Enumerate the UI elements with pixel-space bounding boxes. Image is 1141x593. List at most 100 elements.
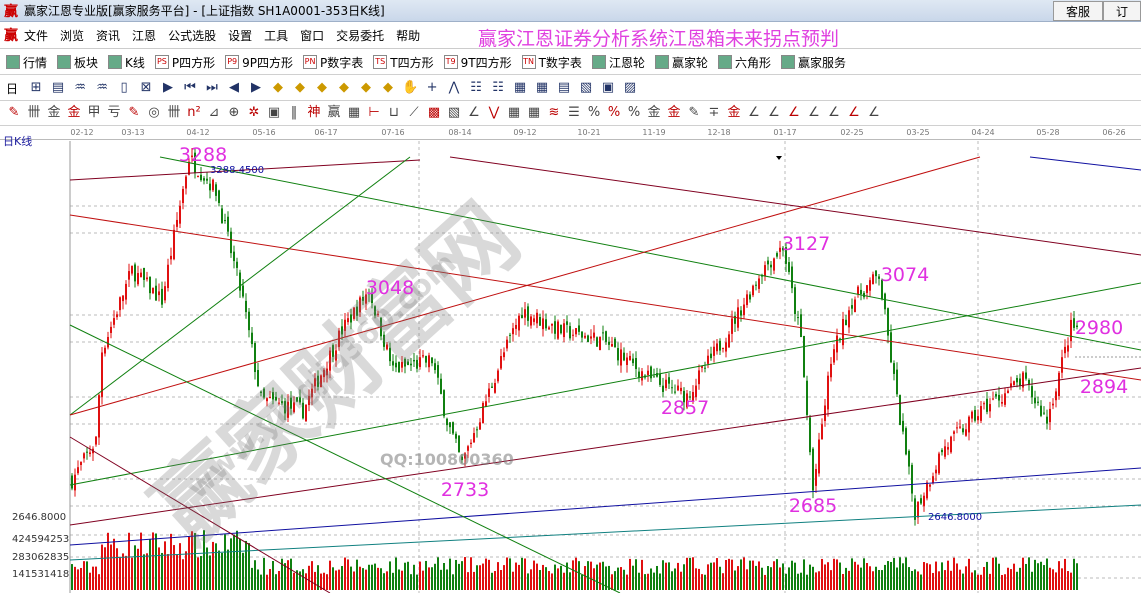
tool-icon[interactable]: 金 bbox=[727, 105, 741, 120]
trend-line[interactable] bbox=[69, 436, 331, 593]
tool-icon[interactable]: ⟋ bbox=[409, 105, 419, 120]
tool-icon[interactable]: ☷ bbox=[492, 80, 504, 95]
menu-item[interactable]: 设置 bbox=[228, 28, 253, 43]
toolbar-button[interactable]: T9 9T四方形 bbox=[443, 54, 512, 71]
tool-icon[interactable]: % bbox=[607, 105, 621, 120]
trend-line[interactable] bbox=[159, 156, 1141, 351]
tool-icon[interactable]: + bbox=[426, 80, 438, 95]
tool-icon[interactable]: ▦ bbox=[513, 80, 527, 95]
menu-item[interactable]: 资讯 bbox=[96, 28, 121, 43]
tool-icon[interactable]: ∓ bbox=[708, 105, 720, 120]
trend-line[interactable] bbox=[69, 159, 421, 181]
tool-icon[interactable]: n² bbox=[187, 105, 201, 120]
tool-icon[interactable]: ∠ bbox=[468, 105, 480, 120]
tool-icon[interactable]: ◆ bbox=[361, 80, 372, 95]
tool-icon[interactable]: ▦ bbox=[507, 105, 521, 120]
toolbar-button[interactable]: 板块 bbox=[57, 54, 98, 71]
trend-line[interactable] bbox=[1029, 156, 1141, 171]
menu-item[interactable]: 浏览 bbox=[60, 28, 85, 43]
trend-line[interactable] bbox=[69, 282, 1141, 486]
toolbar-button[interactable]: K线 bbox=[108, 54, 145, 71]
trend-line[interactable] bbox=[69, 156, 411, 416]
tool-icon[interactable]: ♒ bbox=[96, 80, 108, 95]
tool-icon[interactable]: ▦ bbox=[347, 105, 361, 120]
tool-icon[interactable]: ▦ bbox=[535, 80, 549, 95]
tool-icon[interactable]: ∠ bbox=[748, 105, 760, 120]
tool-icon[interactable]: ‖ bbox=[290, 105, 298, 120]
tool-icon[interactable]: ▯ bbox=[120, 80, 128, 95]
tool-icon[interactable]: 赢 bbox=[327, 105, 341, 120]
tool-icon[interactable]: ⋀ bbox=[448, 80, 460, 95]
tool-icon[interactable]: ◆ bbox=[383, 80, 394, 95]
tool-icon[interactable]: ⊕ bbox=[228, 105, 240, 120]
tool-icon[interactable]: ▧ bbox=[447, 105, 461, 120]
trend-line[interactable] bbox=[69, 467, 1141, 546]
tool-icon[interactable]: ∠ bbox=[788, 105, 800, 120]
tool-icon[interactable]: ☷ bbox=[470, 80, 482, 95]
trend-line[interactable] bbox=[69, 367, 1141, 526]
tool-icon[interactable]: 甲 bbox=[87, 105, 101, 120]
menu-item[interactable]: 交易委托 bbox=[336, 28, 385, 43]
menu-item[interactable]: 工具 bbox=[264, 28, 289, 43]
toolbar-button[interactable]: PS P四方形 bbox=[154, 54, 215, 71]
trend-line[interactable] bbox=[69, 214, 1141, 381]
toolbar-button[interactable]: 行情 bbox=[6, 54, 47, 71]
tool-icon[interactable]: 亏 bbox=[107, 105, 121, 120]
toolbar-button[interactable]: P9 9P四方形 bbox=[225, 54, 293, 71]
trend-line[interactable] bbox=[449, 156, 1141, 256]
tool-icon[interactable]: ☰ bbox=[568, 105, 580, 120]
tool-icon[interactable]: ◆ bbox=[273, 80, 284, 95]
toolbar-button[interactable]: TN T数字表 bbox=[521, 54, 582, 71]
tool-icon[interactable]: ⊠ bbox=[140, 80, 152, 95]
tool-icon[interactable]: ▣ bbox=[267, 105, 281, 120]
tool-icon[interactable]: ◆ bbox=[317, 80, 328, 95]
tool-icon[interactable]: ⏮ bbox=[184, 80, 196, 95]
trend-line[interactable] bbox=[69, 504, 1141, 561]
tool-icon[interactable]: ✎ bbox=[688, 105, 700, 120]
tool-icon[interactable]: 神 bbox=[307, 105, 321, 120]
trend-line[interactable] bbox=[69, 324, 621, 593]
tool-icon[interactable]: ⏭ bbox=[206, 80, 218, 95]
tool-icon[interactable]: ∠ bbox=[828, 105, 840, 120]
menu-item[interactable]: 江恩 bbox=[132, 28, 157, 43]
tool-icon[interactable]: ⋁ bbox=[488, 105, 500, 120]
tool-icon[interactable]: ∠ bbox=[868, 105, 880, 120]
kline-chart[interactable] bbox=[0, 141, 1141, 593]
tool-icon[interactable]: ◎ bbox=[148, 105, 160, 120]
menu-item[interactable]: 窗口 bbox=[300, 28, 325, 43]
menu-item[interactable]: 帮助 bbox=[396, 28, 421, 43]
toolbar-button[interactable]: TS T四方形 bbox=[373, 54, 434, 71]
tool-icon[interactable]: ≋ bbox=[548, 105, 560, 120]
tool-icon[interactable]: ⊞ bbox=[30, 80, 42, 95]
tool-icon[interactable]: ▣ bbox=[601, 80, 615, 95]
tool-icon[interactable]: 金 bbox=[47, 105, 61, 120]
tool-icon[interactable]: 金 bbox=[667, 105, 681, 120]
tool-icon[interactable]: ▦ bbox=[527, 105, 541, 120]
tool-icon[interactable]: ⊢ bbox=[368, 105, 380, 120]
tool-icon[interactable]: ◆ bbox=[295, 80, 306, 95]
tool-icon[interactable]: ▧ bbox=[579, 80, 593, 95]
tool-icon[interactable]: ▤ bbox=[557, 80, 571, 95]
toolbar-button[interactable]: PN P数字表 bbox=[303, 54, 363, 71]
tool-icon[interactable]: ▶ bbox=[251, 80, 262, 95]
tool-icon[interactable]: 卌 bbox=[167, 105, 181, 120]
tool-icon[interactable]: ⊿ bbox=[208, 105, 220, 120]
tool-icon[interactable]: ♒ bbox=[74, 80, 86, 95]
tool-icon[interactable]: % bbox=[627, 105, 641, 120]
toolbar-button[interactable]: 六角形 bbox=[717, 54, 771, 71]
tool-icon[interactable]: ▤ bbox=[51, 80, 65, 95]
tool-icon[interactable]: ◀ bbox=[229, 80, 240, 95]
tool-icon[interactable]: 金 bbox=[647, 105, 661, 120]
tool-icon[interactable]: 卌 bbox=[27, 105, 41, 120]
tool-icon[interactable]: ✋ bbox=[402, 80, 419, 95]
tool-icon[interactable]: ▩ bbox=[427, 105, 441, 120]
tool-icon[interactable]: ∠ bbox=[848, 105, 860, 120]
toolbar-button[interactable]: 赢家服务 bbox=[780, 54, 846, 71]
tool-icon[interactable]: ✎ bbox=[128, 105, 140, 120]
tool-icon[interactable]: ✎ bbox=[8, 105, 20, 120]
menu-item[interactable]: 文件 bbox=[24, 28, 49, 43]
toolbar-button[interactable]: 赢家轮 bbox=[654, 54, 708, 71]
tool-icon[interactable]: ∠ bbox=[808, 105, 820, 120]
customer-service-button[interactable]: 客服 bbox=[1052, 1, 1103, 21]
menu-item[interactable]: 公式选股 bbox=[168, 28, 217, 43]
